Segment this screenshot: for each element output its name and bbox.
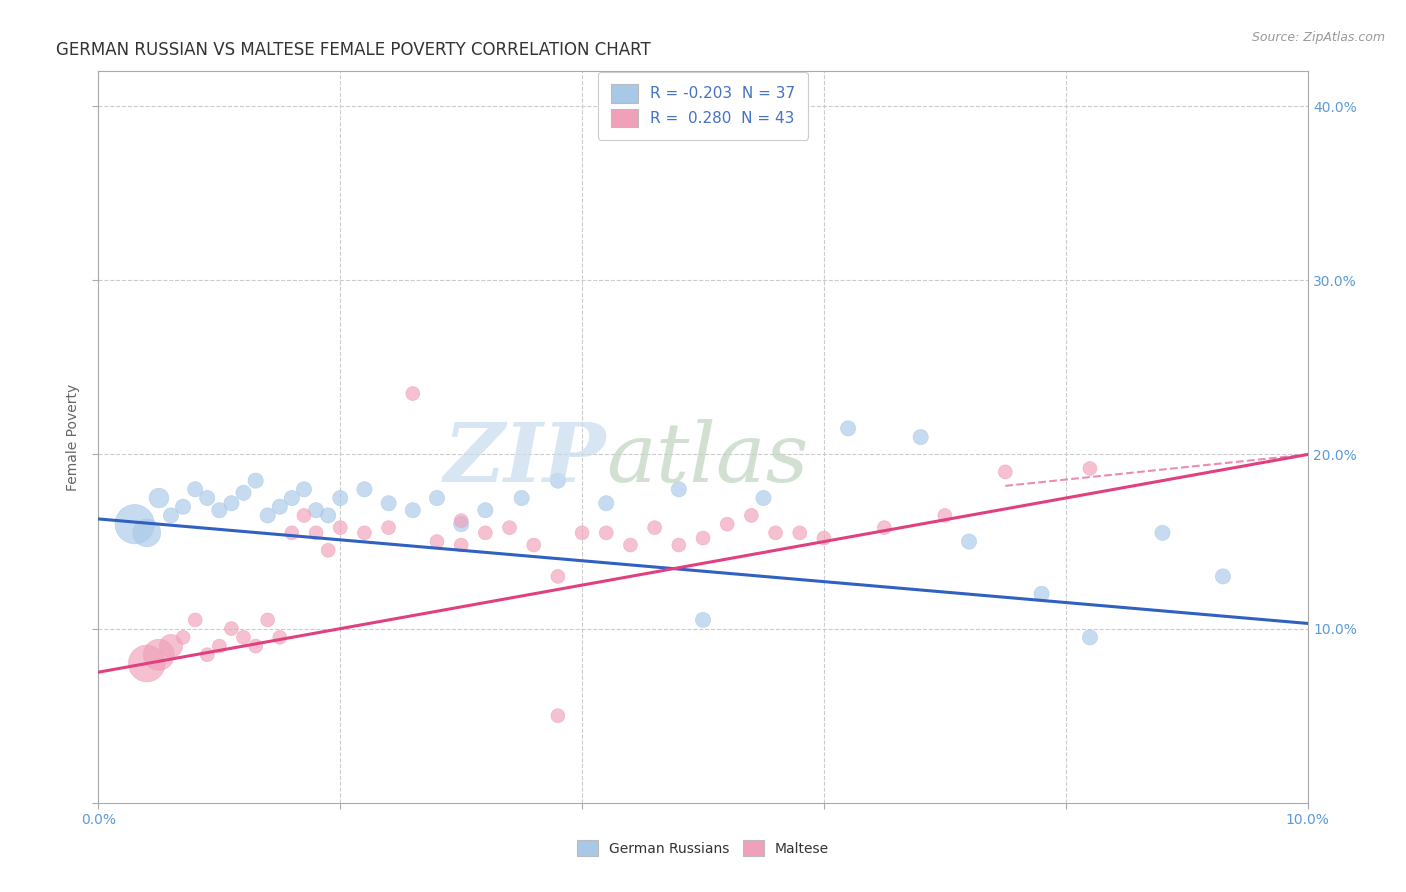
Point bbox=[256, 508, 278, 523]
Point bbox=[1212, 569, 1234, 583]
Point bbox=[668, 483, 690, 497]
Point bbox=[994, 465, 1017, 479]
Point bbox=[172, 631, 194, 645]
Point bbox=[523, 538, 546, 552]
Point bbox=[547, 569, 569, 583]
Point bbox=[426, 491, 449, 505]
Point bbox=[450, 517, 472, 532]
Point bbox=[837, 421, 859, 435]
Point bbox=[292, 483, 315, 497]
Point bbox=[547, 708, 569, 723]
Point bbox=[269, 631, 291, 645]
Point bbox=[329, 491, 352, 505]
Point bbox=[1031, 587, 1053, 601]
Point bbox=[1078, 461, 1101, 475]
Point bbox=[208, 503, 231, 517]
Point bbox=[402, 503, 425, 517]
Point bbox=[184, 483, 207, 497]
Point bbox=[873, 521, 896, 535]
Point bbox=[232, 631, 254, 645]
Point bbox=[377, 521, 399, 535]
Point bbox=[377, 496, 399, 510]
Point bbox=[160, 639, 183, 653]
Point bbox=[135, 525, 157, 540]
Point bbox=[692, 531, 714, 545]
Point bbox=[450, 538, 472, 552]
Point bbox=[245, 474, 267, 488]
Point bbox=[571, 525, 593, 540]
Point bbox=[195, 648, 218, 662]
Text: Source: ZipAtlas.com: Source: ZipAtlas.com bbox=[1251, 31, 1385, 45]
Point bbox=[245, 639, 267, 653]
Text: ZIP: ZIP bbox=[444, 419, 606, 499]
Point bbox=[740, 508, 762, 523]
Point bbox=[716, 517, 738, 532]
Legend: German Russians, Maltese: German Russians, Maltese bbox=[571, 835, 835, 862]
Point bbox=[172, 500, 194, 514]
Point bbox=[221, 496, 243, 510]
Text: GERMAN RUSSIAN VS MALTESE FEMALE POVERTY CORRELATION CHART: GERMAN RUSSIAN VS MALTESE FEMALE POVERTY… bbox=[56, 41, 651, 59]
Point bbox=[281, 525, 304, 540]
Point bbox=[329, 521, 352, 535]
Point bbox=[124, 517, 146, 532]
Point bbox=[402, 386, 425, 401]
Point bbox=[256, 613, 278, 627]
Point bbox=[595, 496, 617, 510]
Point bbox=[752, 491, 775, 505]
Point bbox=[1152, 525, 1174, 540]
Point bbox=[148, 648, 170, 662]
Point bbox=[232, 485, 254, 500]
Point bbox=[135, 657, 157, 671]
Point bbox=[789, 525, 811, 540]
Point bbox=[765, 525, 787, 540]
Point bbox=[619, 538, 641, 552]
Point bbox=[450, 514, 472, 528]
Point bbox=[316, 508, 339, 523]
Point bbox=[292, 508, 315, 523]
Point bbox=[208, 639, 231, 653]
Text: atlas: atlas bbox=[606, 419, 808, 499]
Point bbox=[644, 521, 666, 535]
Point bbox=[957, 534, 980, 549]
Point bbox=[668, 538, 690, 552]
Point bbox=[353, 483, 375, 497]
Point bbox=[305, 525, 328, 540]
Point bbox=[595, 525, 617, 540]
Point bbox=[316, 543, 339, 558]
Point bbox=[281, 491, 304, 505]
Point bbox=[269, 500, 291, 514]
Y-axis label: Female Poverty: Female Poverty bbox=[66, 384, 80, 491]
Point bbox=[510, 491, 533, 505]
Point bbox=[353, 525, 375, 540]
Point bbox=[498, 521, 520, 535]
Point bbox=[160, 508, 183, 523]
Point bbox=[184, 613, 207, 627]
Point bbox=[1078, 631, 1101, 645]
Point bbox=[474, 503, 496, 517]
Point bbox=[910, 430, 932, 444]
Point bbox=[305, 503, 328, 517]
Point bbox=[813, 531, 835, 545]
Point bbox=[195, 491, 218, 505]
Point bbox=[426, 534, 449, 549]
Point bbox=[148, 491, 170, 505]
Point bbox=[474, 525, 496, 540]
Point bbox=[934, 508, 956, 523]
Point bbox=[547, 474, 569, 488]
Point bbox=[221, 622, 243, 636]
Point bbox=[692, 613, 714, 627]
